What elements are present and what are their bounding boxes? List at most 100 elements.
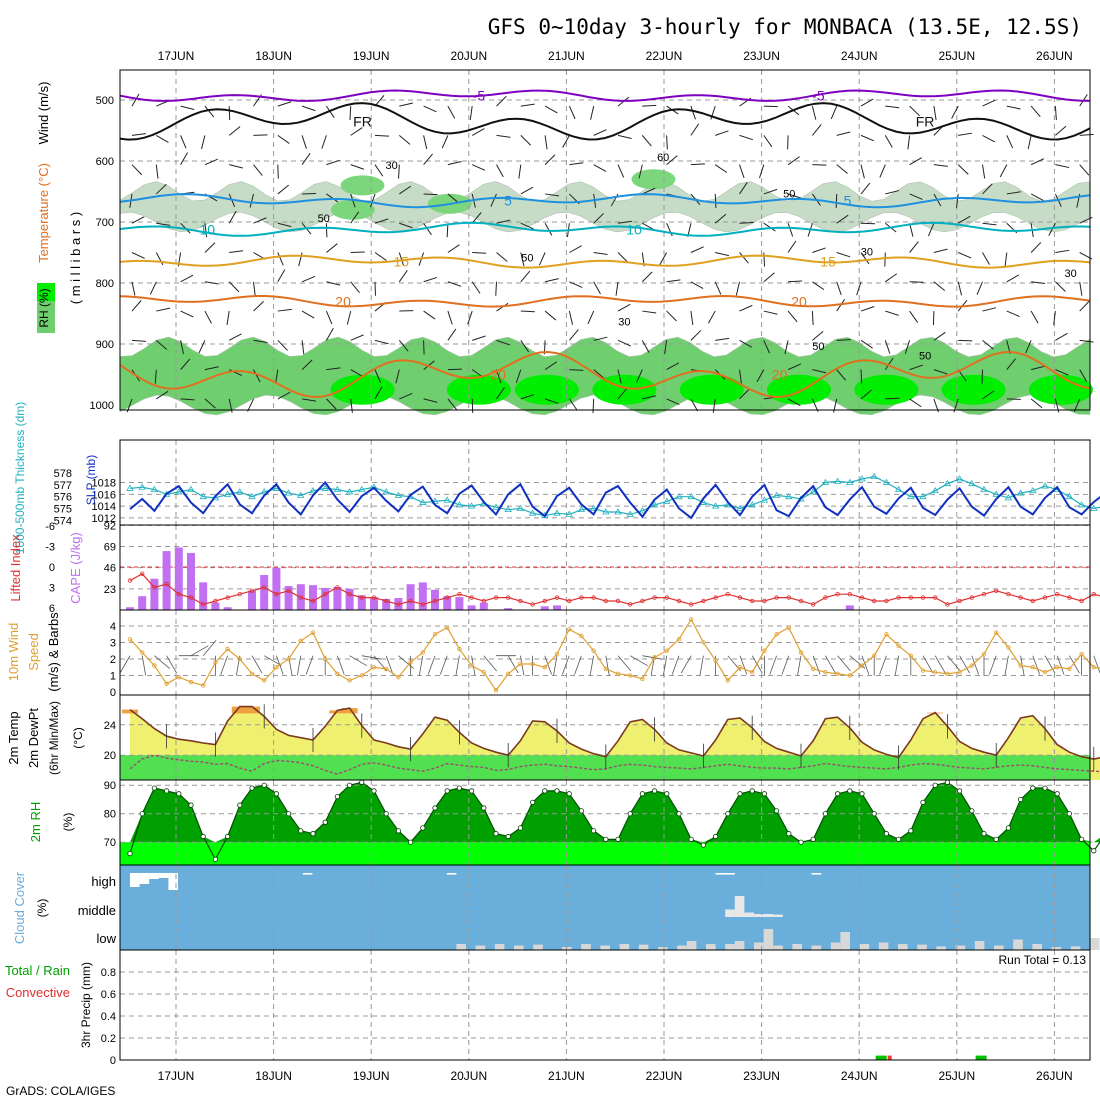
wind-barb	[680, 655, 692, 674]
cloud-low-bar	[878, 942, 889, 950]
upper-wind-barb	[879, 164, 886, 178]
thickness-point	[846, 478, 854, 485]
temp-tick-label: 20	[104, 750, 116, 762]
thickness-point	[553, 509, 561, 516]
x-tick-label-top: 18JUN	[255, 49, 292, 63]
upper-wind-barb	[395, 369, 400, 384]
rh-shade-70-upper	[631, 169, 676, 190]
upper-wind-barb	[763, 310, 778, 315]
wind-speed-point	[872, 653, 877, 658]
cloud-low-bar	[1070, 946, 1081, 950]
cape-bar	[211, 602, 220, 610]
wind-speed-point	[432, 632, 438, 637]
upper-wind-barb	[544, 310, 557, 321]
upper-wind-barb	[423, 105, 437, 113]
thickness-point	[870, 472, 878, 480]
rh2m-point	[1066, 811, 1073, 817]
upper-wind-barb	[739, 164, 745, 179]
wind-barb	[1069, 655, 1080, 674]
wind-speed-point	[262, 678, 267, 683]
upper-wind-barb	[253, 369, 261, 383]
upper-wind-barb	[441, 135, 449, 149]
upper-wind-barb	[904, 340, 911, 354]
cloud-low-bar	[514, 945, 524, 950]
lifted-index-point	[249, 588, 255, 593]
rh2m-point	[176, 791, 182, 797]
wind-tick-label: 0	[110, 687, 116, 699]
rh-contour-label: 50	[783, 189, 795, 201]
upper-wind-barb	[131, 93, 140, 107]
rh-shade-70	[330, 374, 395, 405]
wind-barb	[119, 655, 131, 674]
wind-speed-line	[129, 618, 1100, 692]
cape-bar	[150, 578, 159, 610]
wind-speed-point	[457, 646, 462, 652]
cape-bar	[138, 596, 147, 610]
pressure-axis-label: ( m i l l i b a r s )	[68, 212, 83, 304]
upper-wind-barb	[856, 281, 862, 296]
wind-speed-point	[628, 673, 633, 678]
wind-barb	[361, 655, 382, 660]
upper-wind-barb	[1030, 193, 1044, 201]
upper-wind-barb	[909, 105, 921, 117]
cloud-low-bar	[600, 945, 610, 950]
rh2m-point	[1042, 785, 1048, 791]
upper-wind-barb	[830, 105, 838, 120]
upper-wind-barb	[739, 134, 753, 141]
upper-wind-barb	[374, 134, 390, 137]
lifted-index-point	[957, 598, 962, 604]
upper-wind-barb	[325, 327, 334, 341]
lifted-index-point	[701, 598, 706, 604]
upper-wind-barb	[1006, 274, 1020, 283]
temp-tick-label: 24	[104, 720, 116, 732]
upper-wind-barb	[1055, 249, 1070, 253]
temp2m-axis-label: 2m Temp	[6, 711, 21, 764]
upper-wind-barb	[666, 362, 680, 371]
cape-bar	[187, 552, 195, 610]
cloud-middle-bar	[725, 909, 735, 917]
cloud-low-bar	[581, 944, 591, 950]
upper-wind-barb	[885, 310, 899, 316]
upper-wind-barb	[787, 363, 802, 371]
li-tick-label: 0	[49, 562, 55, 574]
y-tick-label: 1000	[90, 400, 114, 412]
upper-wind-barb	[884, 135, 893, 148]
wind-speed-point	[737, 665, 743, 670]
upper-wind-barb	[325, 105, 335, 118]
rh2m-point	[822, 811, 829, 817]
upper-wind-barb	[346, 310, 352, 325]
upper-wind-barb	[617, 164, 625, 178]
cloud-high-gap	[130, 873, 140, 887]
wind-barb	[574, 655, 582, 675]
cape-bar	[431, 589, 439, 610]
rh2m-point	[895, 836, 902, 842]
wind-barb	[934, 655, 946, 674]
upper-wind-barb	[447, 161, 462, 166]
wind-speed-point	[323, 656, 328, 662]
wind-barb	[141, 655, 147, 676]
cape-bar	[845, 605, 854, 610]
upper-wind-barb	[228, 126, 241, 136]
upper-wind-barb	[909, 398, 922, 408]
isotherm-line	[119, 254, 1091, 269]
upper-wind-barb	[836, 214, 849, 224]
upper-wind-barb	[1030, 398, 1043, 409]
thickness-point	[419, 498, 427, 505]
rh2m-point	[468, 788, 475, 794]
rh2m-point	[834, 791, 841, 797]
upper-wind-barb	[569, 329, 579, 341]
wind-speed-point	[823, 670, 828, 675]
isotherm-label: 20	[335, 293, 351, 309]
upper-wind-barb	[469, 106, 473, 121]
cloud-low-bar	[725, 944, 735, 950]
rh2m-point	[1079, 836, 1085, 842]
wind-speed-point	[518, 661, 523, 667]
upper-wind-barb	[131, 339, 147, 342]
wind-speed-point	[725, 678, 730, 683]
upper-wind-barb	[156, 390, 169, 400]
upper-wind-barb	[180, 274, 194, 283]
lifted-index-point	[981, 592, 987, 597]
chart-title: GFS 0~10day 3-hourly for MONBACA (13.5E,…	[488, 15, 1082, 39]
upper-wind-barb	[1055, 332, 1068, 341]
cape-bar	[174, 547, 183, 610]
